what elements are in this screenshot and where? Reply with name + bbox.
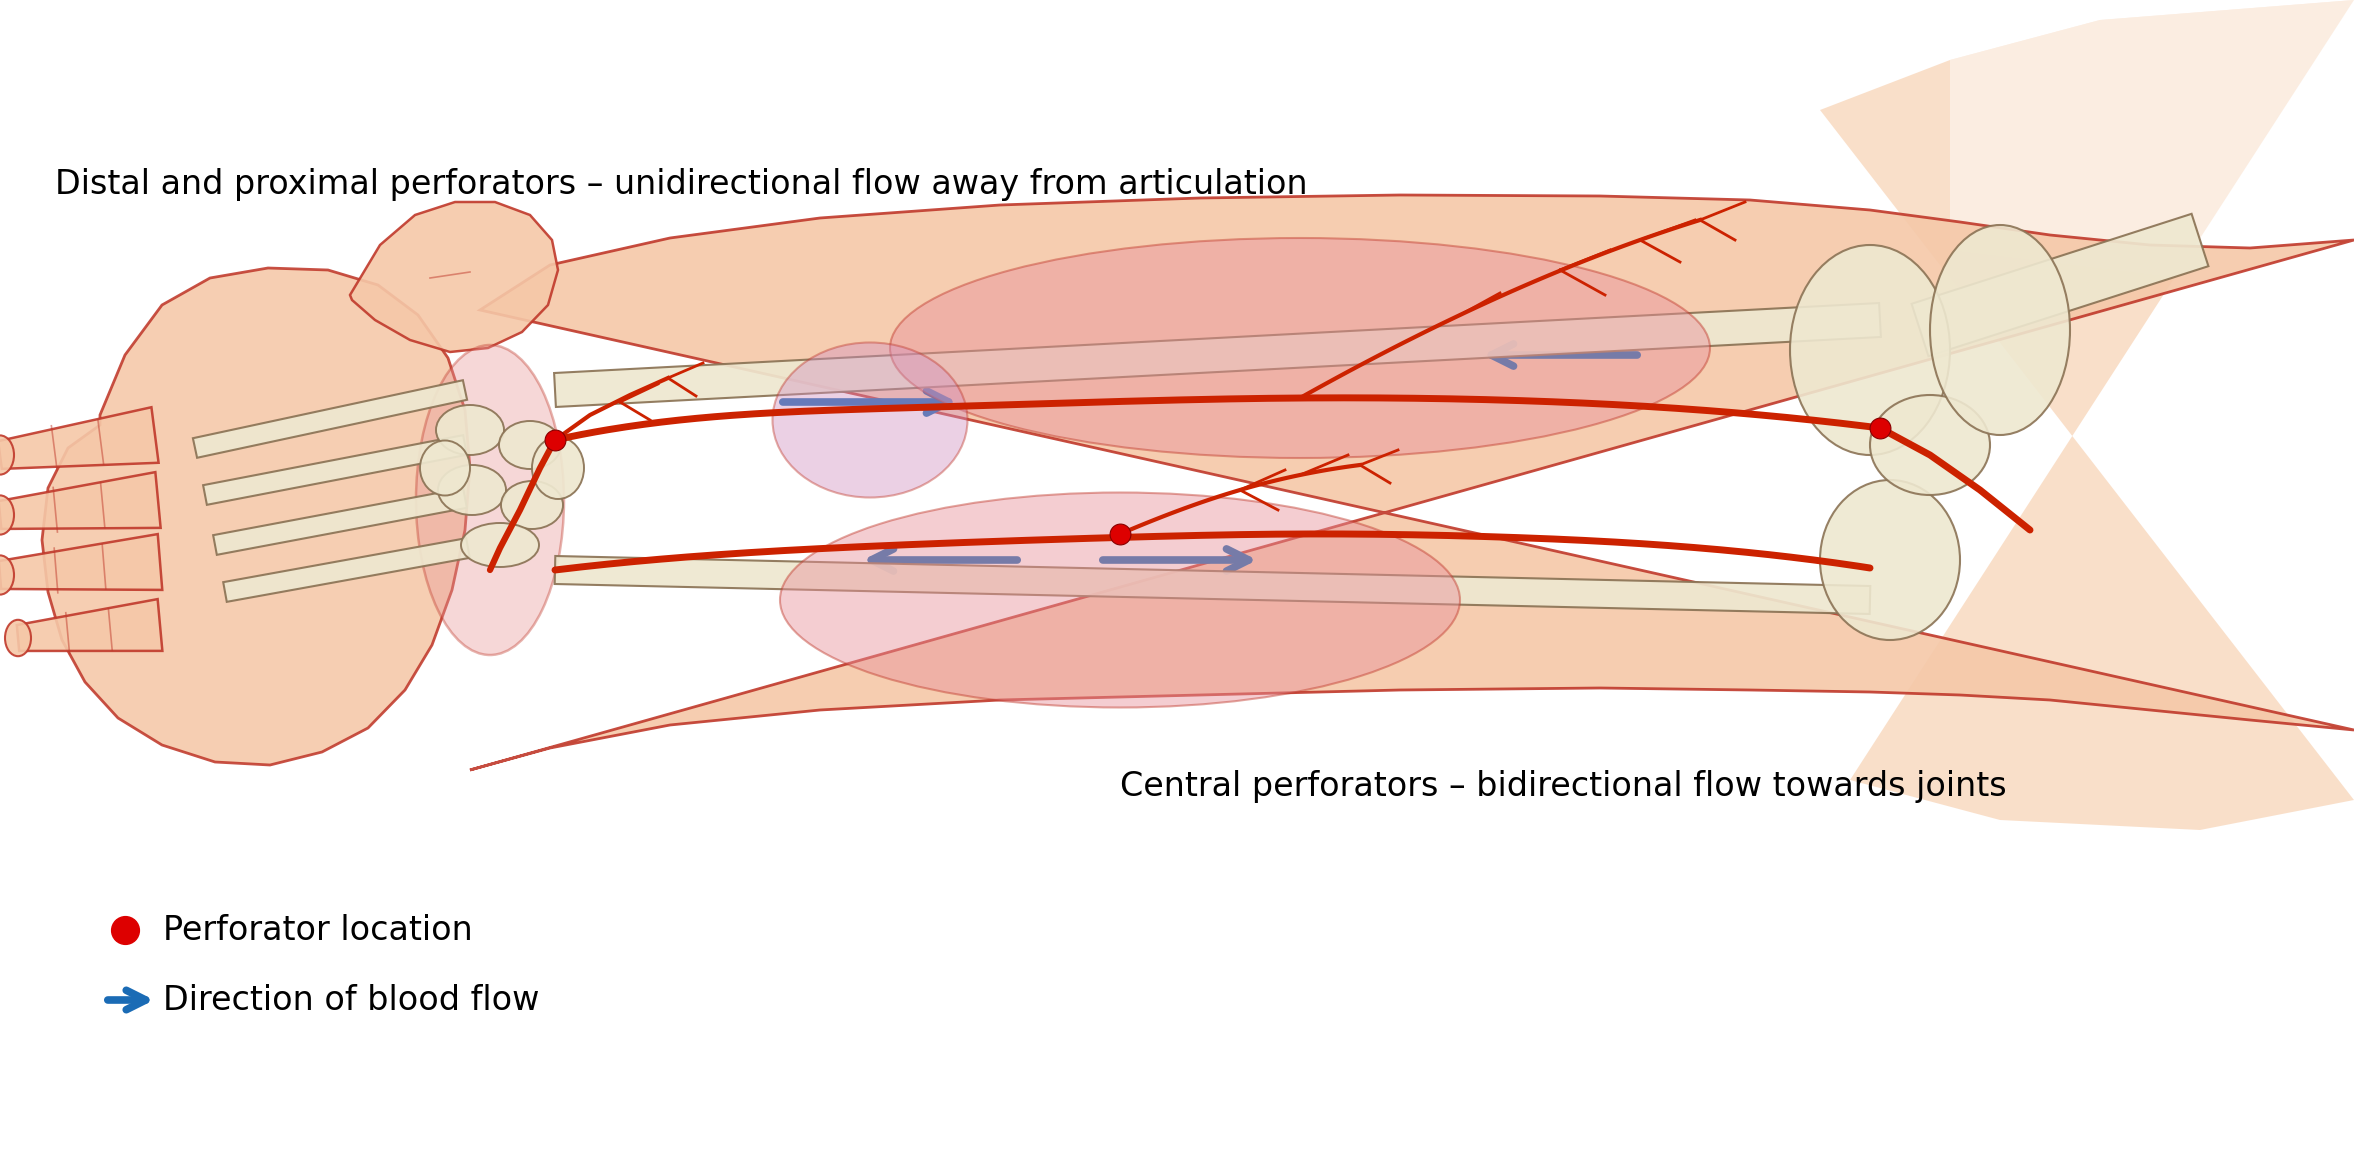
Polygon shape [0,407,158,469]
Ellipse shape [499,421,560,469]
Polygon shape [42,268,471,765]
Polygon shape [556,556,1871,614]
Ellipse shape [890,238,1709,457]
Ellipse shape [5,620,31,656]
Ellipse shape [1869,395,1989,495]
Text: Distal and proximal perforators – unidirectional flow away from articulation: Distal and proximal perforators – unidir… [54,168,1306,201]
Ellipse shape [0,435,14,475]
Polygon shape [0,473,160,529]
Polygon shape [1911,214,2208,356]
Polygon shape [351,202,558,352]
Ellipse shape [772,343,967,497]
Polygon shape [553,303,1881,407]
Polygon shape [0,534,162,590]
Polygon shape [202,435,466,504]
Text: Perforator location: Perforator location [162,914,473,947]
Ellipse shape [1820,480,1961,640]
Polygon shape [1820,0,2354,830]
Ellipse shape [1930,225,2069,435]
Polygon shape [1949,0,2354,300]
Ellipse shape [419,440,471,496]
Text: Central perforators – bidirectional flow towards joints: Central perforators – bidirectional flow… [1121,770,2006,803]
Polygon shape [214,488,466,555]
Polygon shape [16,599,162,651]
Ellipse shape [438,464,506,515]
Ellipse shape [417,345,565,655]
Ellipse shape [532,438,584,498]
Ellipse shape [461,523,539,567]
Ellipse shape [0,495,14,535]
Polygon shape [193,380,466,457]
Polygon shape [471,195,2354,770]
Ellipse shape [0,556,14,594]
Ellipse shape [779,493,1459,708]
Ellipse shape [1789,245,1949,455]
Ellipse shape [435,405,504,455]
Polygon shape [224,538,471,601]
Text: Direction of blood flow: Direction of blood flow [162,984,539,1017]
Ellipse shape [501,481,563,529]
